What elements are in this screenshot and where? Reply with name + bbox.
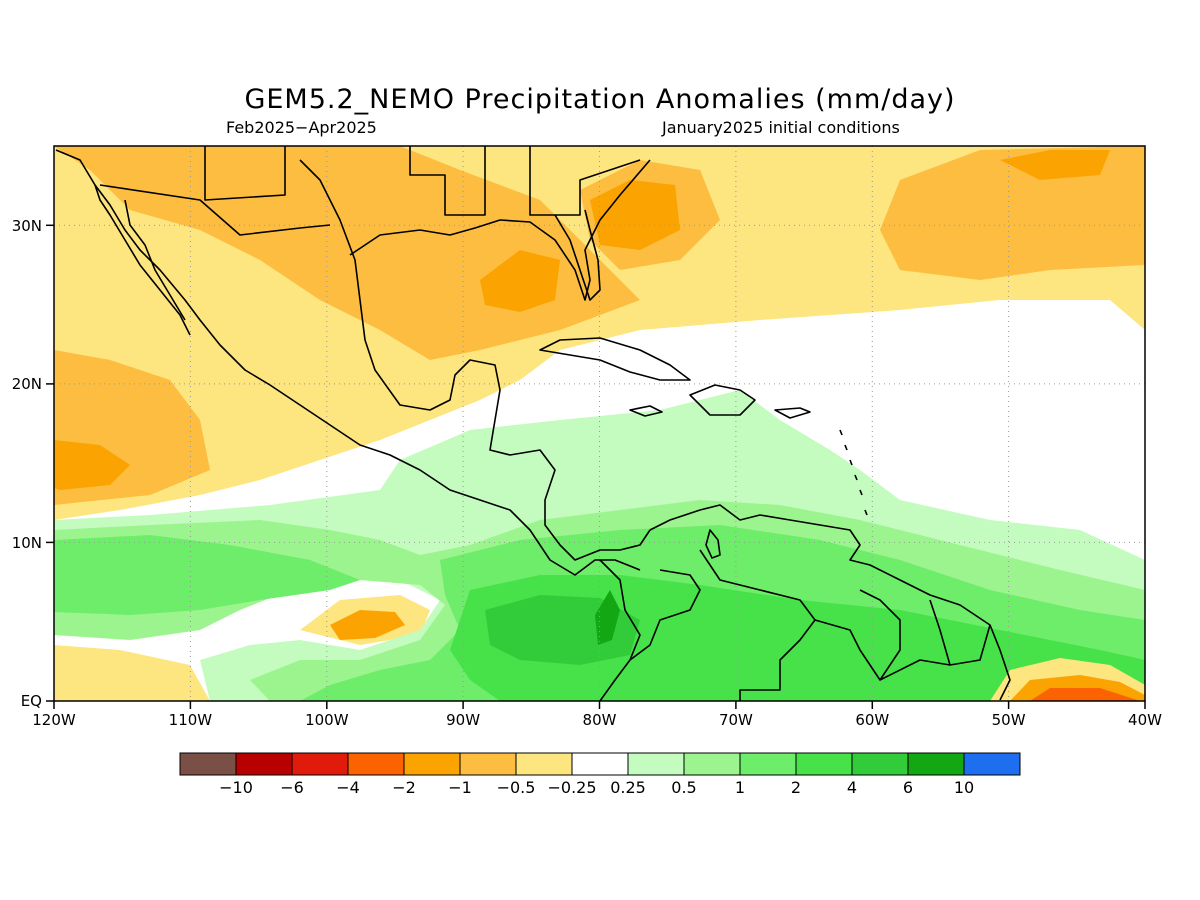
- colorbar-swatch: [795, 752, 853, 776]
- anomaly-deep-gulf: [480, 250, 560, 312]
- colorbar-label: 10: [954, 778, 974, 797]
- wet-region-strong: [54, 535, 360, 615]
- lat-tick-label: 10N: [12, 534, 42, 552]
- forecast-period: Feb2025−Apr2025: [226, 118, 377, 137]
- lon-tick-label: 120W: [32, 711, 76, 729]
- colorbar-label: −1: [448, 778, 472, 797]
- lat-tick-label: 20N: [12, 375, 42, 393]
- colorbar-swatch: [851, 752, 909, 776]
- lon-tick-label: 90W: [446, 711, 480, 729]
- colorbar-label: −4: [336, 778, 360, 797]
- colorbar: −10 −6 −4 −2 −1 −0.5 −0.25 0.25 0.5 1 2 4 6 10: [179, 752, 1021, 797]
- dry-region-pacific: [54, 645, 210, 701]
- anomaly-fields: [54, 146, 1145, 701]
- colorbar-label: −2: [392, 778, 416, 797]
- dry-patch-brazil-core: [1030, 688, 1140, 701]
- colorbar-swatch: [291, 752, 349, 776]
- colorbar-label: −0.25: [547, 778, 596, 797]
- lon-tick-label: 40W: [1128, 711, 1162, 729]
- map-title: GEM5.2_NEMO Precipitation Anomalies (mm/…: [244, 84, 956, 115]
- colorbar-swatch: [963, 752, 1021, 776]
- tick-marks: [46, 224, 1146, 709]
- neutral-region-atlantic: [560, 300, 1145, 520]
- colorbar-label: −6: [280, 778, 304, 797]
- lon-tick-label: 70W: [719, 711, 753, 729]
- lon-tick-labels: 120W 110W 100W 90W 80W 70W 60W 50W 40W: [32, 711, 1162, 729]
- anomaly-deep-pacific: [54, 440, 130, 490]
- colorbar-swatch: [627, 752, 685, 776]
- lon-tick-label: 100W: [305, 711, 349, 729]
- colorbar-label: −10: [219, 778, 253, 797]
- colorbar-swatch: [907, 752, 965, 776]
- initial-conditions: January2025 initial conditions: [662, 118, 900, 137]
- colorbar-label: 0.5: [671, 778, 696, 797]
- coastlines: [55, 146, 1011, 701]
- anomaly-orange-atlantic: [880, 146, 1145, 280]
- colorbar-swatch: [683, 752, 741, 776]
- lon-tick-label: 60W: [855, 711, 889, 729]
- colorbar-swatch: [235, 752, 293, 776]
- lon-tick-label: 110W: [169, 711, 213, 729]
- lat-tick-label: 30N: [12, 217, 42, 235]
- anomaly-deep-patch: [330, 610, 405, 640]
- lat-tick-labels: EQ 10N 20N 30N: [12, 217, 42, 710]
- colorbar-label: 2: [791, 778, 801, 797]
- colorbar-label: −0.5: [497, 778, 536, 797]
- colorbar-label: 4: [847, 778, 857, 797]
- colorbar-swatch: [347, 752, 405, 776]
- colorbar-swatch: [403, 752, 461, 776]
- colorbar-label: 0.25: [610, 778, 646, 797]
- colorbar-swatch: [459, 752, 517, 776]
- colorbar-swatch: [571, 752, 629, 776]
- grid: [54, 146, 1145, 701]
- lon-tick-label: 80W: [583, 711, 617, 729]
- anomaly-deep-atlantic: [1000, 150, 1110, 180]
- colorbar-label: 6: [903, 778, 913, 797]
- lat-tick-label: EQ: [21, 692, 42, 710]
- wet-core-darkest: [595, 590, 620, 645]
- colorbar-swatch: [739, 752, 797, 776]
- colorbar-swatch: [515, 752, 573, 776]
- lon-tick-label: 50W: [992, 711, 1026, 729]
- anomaly-deep-seus: [590, 180, 680, 250]
- colorbar-swatch: [179, 752, 237, 776]
- colorbar-label: 1: [735, 778, 745, 797]
